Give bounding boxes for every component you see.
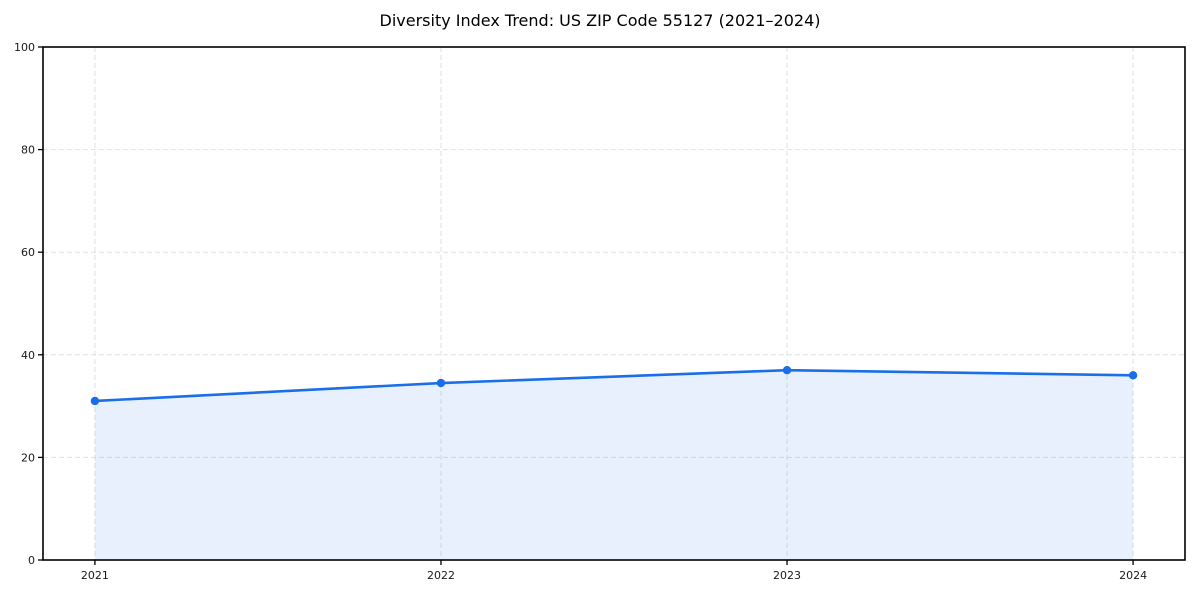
y-tick-label-60: 60 bbox=[21, 246, 35, 259]
chart-title: Diversity Index Trend: US ZIP Code 55127… bbox=[379, 11, 821, 30]
x-tick-label-2023: 2023 bbox=[773, 569, 801, 582]
area-fill bbox=[94, 370, 1134, 560]
y-tick-label-20: 20 bbox=[21, 451, 35, 464]
plot-border bbox=[42, 46, 1186, 561]
y-tick-label-80: 80 bbox=[21, 144, 35, 157]
x-tick-label-2022: 2022 bbox=[427, 569, 455, 582]
data-point-2024 bbox=[1128, 371, 1138, 380]
y-tick-label-40: 40 bbox=[21, 349, 35, 362]
y-tick-label-0: 0 bbox=[28, 554, 35, 567]
x-tick-label-2024: 2024 bbox=[1119, 569, 1147, 582]
y-tick-label-100: 100 bbox=[14, 41, 35, 54]
data-point-2021 bbox=[90, 396, 100, 406]
x-tick-label-2021: 2021 bbox=[81, 569, 109, 582]
data-point-2022 bbox=[436, 378, 446, 388]
data-point-2023 bbox=[782, 365, 792, 375]
trend-line bbox=[93, 368, 1135, 403]
